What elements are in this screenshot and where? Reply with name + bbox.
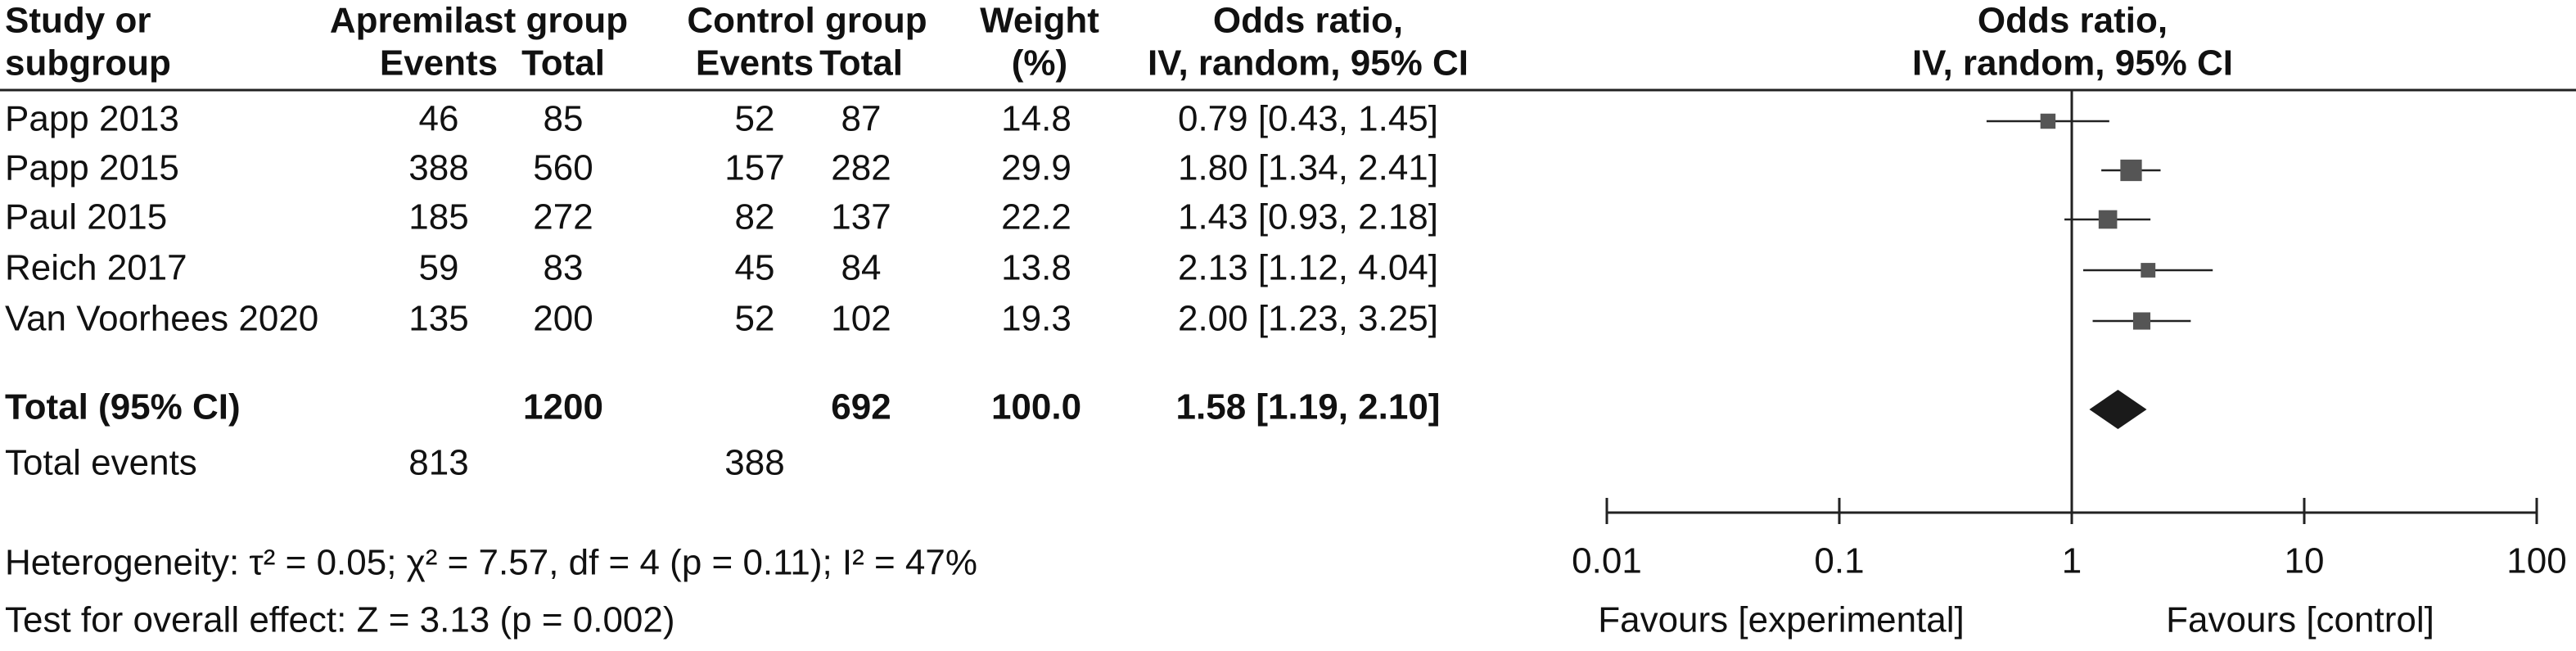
effect-marker <box>2120 159 2142 182</box>
total: 83 <box>544 248 584 288</box>
header-group: Control group <box>687 1 927 41</box>
events: 813 <box>408 443 468 483</box>
events: 52 <box>735 299 775 339</box>
effect-label: 0.79 [0.43, 1.45] <box>1178 99 1438 139</box>
header-plot: Odds ratio, <box>1978 1 2168 41</box>
effect-marker <box>2141 263 2156 278</box>
effect-label: 1.80 [1.34, 2.41] <box>1178 148 1438 188</box>
effect-label: 2.00 [1.23, 3.25] <box>1178 299 1438 339</box>
overall-effect: Test for overall effect: Z = 3.13 (p = 0… <box>5 600 675 640</box>
total: 692 <box>831 387 891 427</box>
x-tick-label: 0.1 <box>1814 541 1864 581</box>
favours-left: Favours [experimental] <box>1598 600 1965 640</box>
summary-diamond <box>2089 390 2147 429</box>
effect-label: 1.43 [0.93, 2.18] <box>1178 197 1438 237</box>
header-group: Apremilast group <box>330 1 628 41</box>
total: 102 <box>831 299 891 339</box>
weight: 22.2 <box>1001 197 1071 237</box>
total: 560 <box>533 148 593 188</box>
total: 200 <box>533 299 593 339</box>
header-total: Total <box>819 43 903 84</box>
events: 388 <box>408 148 468 188</box>
study-name: Papp 2015 <box>5 148 179 188</box>
header-weight: (%) <box>1012 43 1067 84</box>
effect-label: 1.58 [1.19, 2.10] <box>1176 387 1441 427</box>
total: 272 <box>533 197 593 237</box>
favours-right: Favours [control] <box>2166 600 2434 640</box>
header-events: Events <box>696 43 814 84</box>
events: 46 <box>419 99 459 139</box>
total: 1200 <box>523 387 603 427</box>
total: 282 <box>831 148 891 188</box>
header-study: subgroup <box>5 43 171 84</box>
header-weight: Weight <box>980 1 1099 41</box>
events: 52 <box>735 99 775 139</box>
effect-marker <box>2132 312 2151 330</box>
events: 45 <box>735 248 775 288</box>
header-events: Events <box>380 43 498 84</box>
x-tick-label: 100 <box>2506 541 2566 581</box>
weight: 13.8 <box>1001 248 1071 288</box>
study-name: Van Voorhees 2020 <box>5 299 318 339</box>
weight: 100.0 <box>991 387 1081 427</box>
events: 59 <box>419 248 459 288</box>
total: 87 <box>841 99 882 139</box>
total-events-name: Total events <box>5 443 197 483</box>
x-tick-label: 1 <box>2062 541 2082 581</box>
header-effect: IV, random, 95% CI <box>1148 43 1468 84</box>
heterogeneity: Heterogeneity: τ² = 0.05; χ² = 7.57, df … <box>5 543 977 583</box>
header-total: Total <box>521 43 605 84</box>
study-name: Papp 2013 <box>5 99 179 139</box>
events: 157 <box>724 148 784 188</box>
study-name: Paul 2015 <box>5 197 167 237</box>
events: 135 <box>408 299 468 339</box>
weight: 19.3 <box>1001 299 1071 339</box>
total-name: Total (95% CI) <box>5 387 241 427</box>
study-name: Reich 2017 <box>5 248 187 288</box>
x-tick-label: 0.01 <box>1572 541 1642 581</box>
total: 85 <box>544 99 584 139</box>
total: 84 <box>841 248 882 288</box>
events: 82 <box>735 197 775 237</box>
total: 137 <box>831 197 891 237</box>
header-plot: IV, random, 95% CI <box>1912 43 2233 84</box>
effect-marker <box>2040 113 2056 129</box>
events: 185 <box>408 197 468 237</box>
effect-label: 2.13 [1.12, 4.04] <box>1178 248 1438 288</box>
header-effect: Odds ratio, <box>1213 1 1403 41</box>
weight: 14.8 <box>1001 99 1071 139</box>
effect-marker <box>2098 210 2118 229</box>
x-tick-label: 10 <box>2285 541 2325 581</box>
events: 388 <box>724 443 784 483</box>
header-study: Study or <box>5 1 151 41</box>
weight: 29.9 <box>1001 148 1071 188</box>
